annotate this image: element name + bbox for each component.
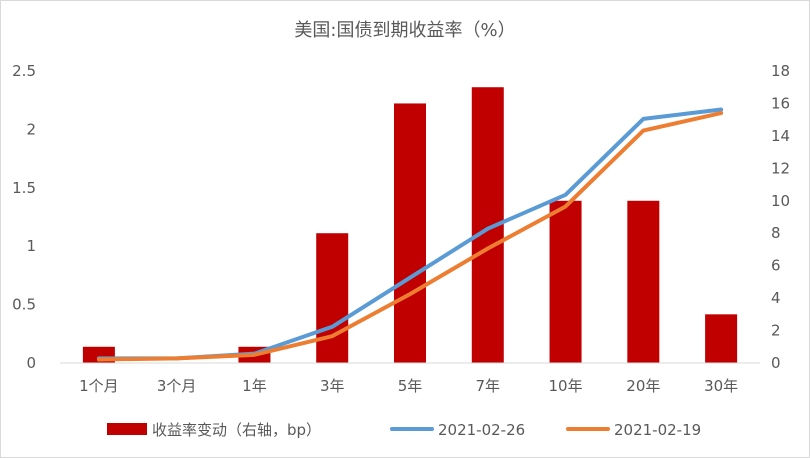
bar-6 [549, 200, 582, 363]
right-tick-label-1: 2 [771, 322, 781, 340]
left-tick-label-1: 0.5 [12, 296, 36, 314]
right-tick-label-4: 8 [771, 224, 781, 242]
x-tick-label-1: 3个月 [157, 377, 197, 395]
right-tick-label-7: 14 [771, 127, 790, 145]
left-y-axis: 0 0.5 1 1.5 2 2.5 [12, 62, 36, 372]
right-y-axis: 0 2 4 6 8 10 12 14 16 18 [771, 62, 790, 372]
legend-bar-label: 收益率变动（右轴，bp） [152, 421, 321, 439]
chart-title: 美国:国债到期收益率（%） [294, 20, 516, 41]
bar-series [82, 87, 738, 363]
legend-line-label-1: 2021-02-19 [614, 421, 701, 439]
legend: 收益率变动（右轴，bp） 2021-02-26 2021-02-19 [107, 421, 701, 439]
left-tick-label-0: 0 [26, 354, 36, 372]
bar-8 [705, 314, 738, 363]
right-tick-label-3: 6 [771, 257, 781, 275]
left-tick-label-4: 2 [26, 120, 36, 138]
bar-3 [316, 233, 349, 363]
x-tick-label-4: 5年 [398, 377, 423, 395]
legend-bar-swatch [107, 423, 147, 435]
legend-line-label-0: 2021-02-26 [438, 421, 525, 439]
x-tick-label-0: 1个月 [79, 377, 119, 395]
x-axis: 1个月 3个月 1年 3年 5年 7年 10年 20年 30年 [60, 362, 760, 395]
line-series-1 [96, 111, 724, 362]
x-tick-label-2: 1年 [242, 377, 267, 395]
right-tick-label-6: 12 [771, 159, 790, 177]
bar-4 [394, 103, 426, 363]
right-tick-label-0: 0 [771, 354, 781, 372]
right-tick-label-2: 4 [771, 289, 781, 307]
left-tick-label-2: 1 [26, 237, 36, 255]
x-tick-label-8: 30年 [704, 377, 738, 395]
right-tick-label-5: 10 [771, 192, 790, 210]
x-tick-label-7: 20年 [626, 377, 660, 395]
left-tick-label-3: 1.5 [12, 179, 36, 197]
left-tick-label-5: 2.5 [12, 62, 36, 80]
right-tick-label-8: 16 [771, 94, 790, 112]
x-tick-label-5: 7年 [476, 377, 501, 395]
right-tick-label-9: 18 [771, 62, 790, 80]
x-tick-label-3: 3年 [320, 377, 345, 395]
line-series-group [96, 107, 724, 362]
x-tick-label-6: 10年 [549, 377, 583, 395]
bar-7 [627, 200, 660, 363]
